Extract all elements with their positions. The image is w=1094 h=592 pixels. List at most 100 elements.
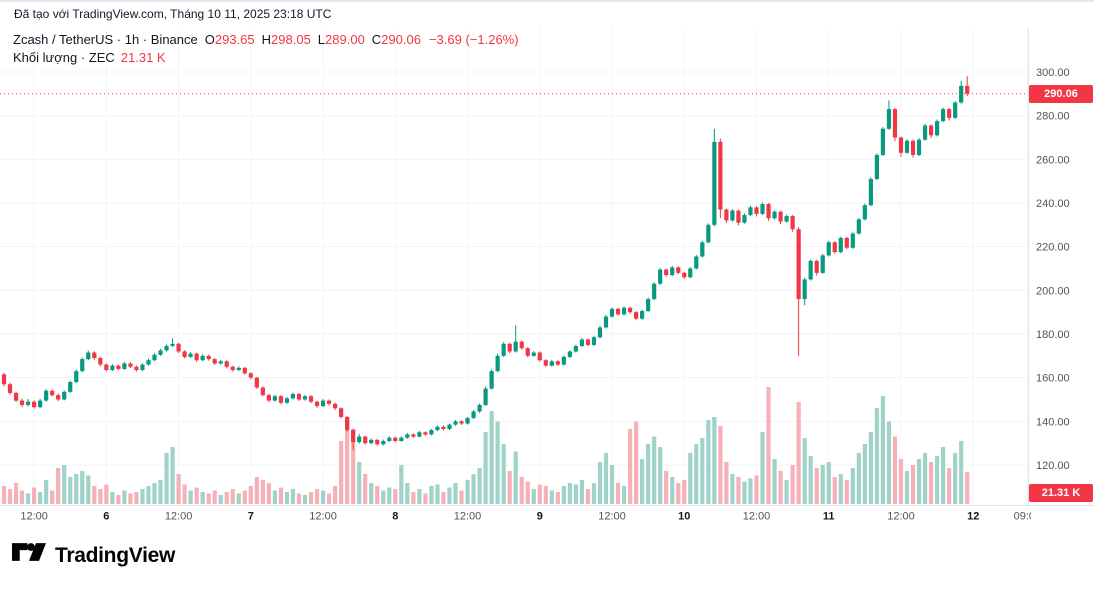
volume-bar[interactable] xyxy=(664,471,669,504)
volume-bar[interactable] xyxy=(688,453,693,504)
volume-bar[interactable] xyxy=(778,471,783,504)
candle-body[interactable] xyxy=(308,396,314,402)
candle-body[interactable] xyxy=(375,439,380,445)
candle-body[interactable] xyxy=(537,352,542,361)
candle-body[interactable] xyxy=(110,365,115,371)
candle-body[interactable] xyxy=(19,400,25,405)
volume-bar[interactable] xyxy=(308,492,314,504)
volume-bar[interactable] xyxy=(278,487,284,505)
volume-bar[interactable] xyxy=(483,432,488,504)
candle-body[interactable] xyxy=(706,224,711,243)
candle-body[interactable] xyxy=(320,400,326,407)
candle-body[interactable] xyxy=(429,430,434,435)
volume-bar[interactable] xyxy=(248,486,253,504)
candle-body[interactable] xyxy=(585,339,591,345)
candle-body[interactable] xyxy=(170,343,175,347)
volume-bar[interactable] xyxy=(284,492,290,504)
candle-body[interactable] xyxy=(459,421,464,424)
candle-body[interactable] xyxy=(399,437,404,441)
volume-bar[interactable] xyxy=(423,493,428,505)
candle-body[interactable] xyxy=(266,395,271,401)
tradingview-link[interactable]: TradingView.com xyxy=(72,7,164,21)
candle-body[interactable] xyxy=(441,426,446,429)
candle-body[interactable] xyxy=(134,366,139,371)
candle-body[interactable] xyxy=(200,355,205,361)
volume-bar[interactable] xyxy=(152,483,157,504)
volume-bar[interactable] xyxy=(935,456,940,504)
candle-body[interactable] xyxy=(754,207,759,214)
volume-bar[interactable] xyxy=(333,486,338,504)
candle-body[interactable] xyxy=(910,140,916,155)
candle-body[interactable] xyxy=(278,396,284,403)
volume-bar[interactable] xyxy=(13,483,19,504)
candle-body[interactable] xyxy=(652,283,657,300)
volume-bar[interactable] xyxy=(597,462,603,504)
volume-bar[interactable] xyxy=(591,483,597,504)
candle-body[interactable] xyxy=(615,308,621,315)
candle-body[interactable] xyxy=(603,316,609,328)
candle-body[interactable] xyxy=(790,216,795,230)
candle-body[interactable] xyxy=(381,440,386,445)
volume-bar[interactable] xyxy=(387,487,392,505)
volume-bar[interactable] xyxy=(110,492,115,504)
volume-bar[interactable] xyxy=(405,483,410,504)
volume-bar[interactable] xyxy=(62,465,67,504)
candle-body[interactable] xyxy=(965,85,970,94)
volume-bar[interactable] xyxy=(182,484,187,505)
volume-bar[interactable] xyxy=(19,490,25,505)
candle-body[interactable] xyxy=(730,210,735,221)
candle-body[interactable] xyxy=(501,343,506,356)
candle-body[interactable] xyxy=(700,242,705,257)
volume-bar[interactable] xyxy=(615,483,621,504)
candle-body[interactable] xyxy=(664,269,669,276)
candle-body[interactable] xyxy=(387,437,392,441)
candle-body[interactable] xyxy=(339,408,344,417)
candle-body[interactable] xyxy=(573,346,578,352)
candle-body[interactable] xyxy=(507,343,512,352)
candle-body[interactable] xyxy=(947,109,952,118)
candle-body[interactable] xyxy=(7,384,13,393)
candle-body[interactable] xyxy=(284,398,290,403)
candle-body[interactable] xyxy=(411,434,416,437)
candle-body[interactable] xyxy=(116,365,121,369)
volume-bar[interactable] xyxy=(609,465,615,504)
volume-bar[interactable] xyxy=(44,480,49,504)
candle-body[interactable] xyxy=(1,374,7,385)
volume-bar[interactable] xyxy=(302,495,308,504)
volume-bar[interactable] xyxy=(525,481,530,505)
volume-bar[interactable] xyxy=(718,426,723,504)
candle-body[interactable] xyxy=(236,367,241,371)
volume-bar[interactable] xyxy=(754,475,759,505)
candle-body[interactable] xyxy=(935,121,940,136)
volume-bar[interactable] xyxy=(658,447,663,504)
volume-bar[interactable] xyxy=(621,486,627,504)
candle-body[interactable] xyxy=(609,308,615,317)
volume-bar[interactable] xyxy=(320,490,326,505)
candle-body[interactable] xyxy=(543,360,548,366)
candle-body[interactable] xyxy=(369,439,374,444)
candle-body[interactable] xyxy=(489,371,494,389)
volume-bar[interactable] xyxy=(965,472,970,504)
candle-body[interactable] xyxy=(453,421,458,425)
volume-bar[interactable] xyxy=(802,438,807,504)
volume-bar[interactable] xyxy=(140,489,145,504)
volume-bar[interactable] xyxy=(381,490,386,505)
candle-body[interactable] xyxy=(676,267,681,273)
volume-bar[interactable] xyxy=(844,480,849,504)
candle-body[interactable] xyxy=(122,363,127,369)
volume-bar[interactable] xyxy=(796,402,801,504)
volume-bar[interactable] xyxy=(910,465,916,504)
volume-bar[interactable] xyxy=(224,492,229,504)
volume-bar[interactable] xyxy=(573,484,578,505)
volume-bar[interactable] xyxy=(676,483,681,504)
volume-bar[interactable] xyxy=(441,492,446,504)
volume-bar[interactable] xyxy=(928,462,934,504)
candle-body[interactable] xyxy=(182,351,187,357)
volume-bar[interactable] xyxy=(748,478,753,505)
candle-body[interactable] xyxy=(260,387,265,396)
volume-bar[interactable] xyxy=(712,417,717,504)
volume-bar[interactable] xyxy=(886,421,892,505)
volume-bar[interactable] xyxy=(417,489,422,504)
volume-bar[interactable] xyxy=(272,490,277,505)
volume-bar[interactable] xyxy=(242,490,247,505)
